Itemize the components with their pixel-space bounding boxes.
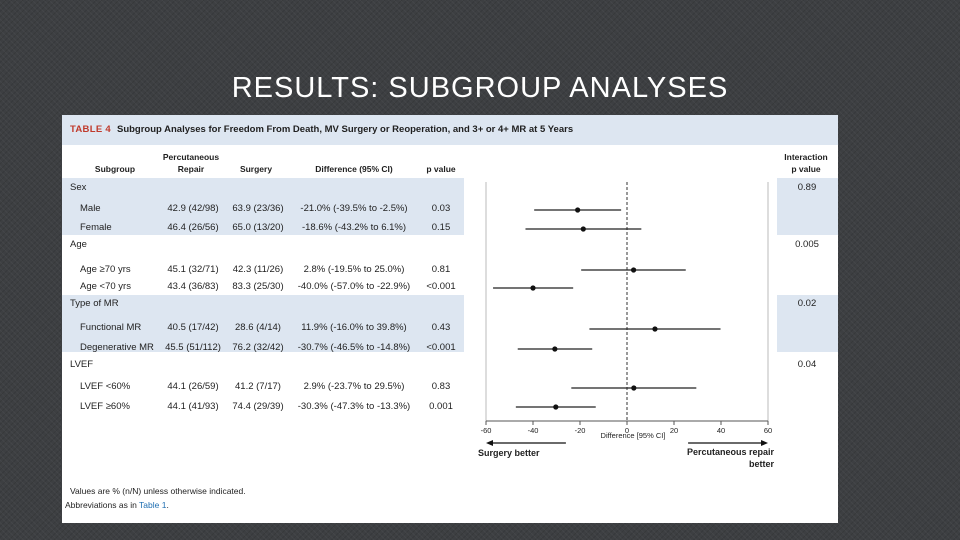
percutaneous-better-label: Percutaneous repair better: [686, 447, 774, 469]
row-difference: -30.3% (-47.3% to -13.3%): [297, 401, 411, 412]
point-estimate: [530, 285, 536, 291]
table-title-text: Subgroup Analyses for Freedom From Death…: [116, 124, 574, 135]
col-header-interaction: Interaction p value: [784, 152, 828, 174]
col-header-subgroup: Subgroup: [94, 164, 136, 174]
row-percutaneous: 45.1 (32/71): [167, 264, 219, 275]
col-header-difference: Difference (95% CI): [315, 164, 393, 174]
row-label: Female: [80, 222, 112, 233]
row-surgery: 65.0 (13/20): [232, 222, 284, 233]
x-axis-ticks: -60 -40 -20 0 20 40 60: [481, 421, 772, 435]
row-surgery: 83.3 (25/30): [232, 281, 284, 292]
point-estimate: [630, 267, 637, 273]
row-pvalue: 0.15: [431, 222, 451, 233]
footnote-abbrev-suffix: .: [166, 500, 169, 510]
row-difference: -30.7% (-46.5% to -14.8%): [297, 342, 411, 353]
footnote-abbreviations: Abbreviations as in Table 1.: [65, 500, 169, 510]
row-label: Age ≥70 yrs: [80, 264, 131, 275]
group-sex: Sex: [70, 182, 87, 193]
band-mr-interaction: [777, 295, 838, 352]
row-pvalue: <0.001: [426, 342, 456, 353]
footnote-values: Values are % (n/N) unless otherwise indi…: [70, 486, 246, 496]
x-tick-label: -20: [575, 426, 586, 435]
row-surgery: 76.2 (32/42): [232, 342, 284, 353]
row-percutaneous: 45.5 (51/112): [165, 342, 221, 353]
group-age: Age: [70, 239, 87, 250]
row-difference: 2.8% (-19.5% to 25.0%): [303, 264, 405, 275]
table-1-link[interactable]: Table 1: [139, 500, 167, 510]
row-surgery: 74.4 (29/39): [232, 401, 284, 412]
x-tick-label: 20: [670, 426, 678, 435]
row-pvalue: 0.43: [431, 322, 451, 333]
row-surgery: 42.3 (11/26): [232, 264, 284, 275]
row-percutaneous: 42.9 (42/98): [167, 203, 219, 214]
percutaneous-better-arrowhead: [761, 440, 768, 446]
point-estimate: [553, 404, 559, 410]
row-surgery: 41.2 (7/17): [235, 381, 281, 392]
interaction-p-mr: 0.02: [797, 298, 817, 309]
table-panel: TABLE 4 Subgroup Analyses for Freedom Fro…: [62, 115, 838, 523]
row-surgery: 63.9 (23/36): [232, 203, 284, 214]
interaction-p-sex: 0.89: [797, 182, 817, 193]
band-sex-interaction: [777, 178, 838, 235]
forest-plot: -60 -40 -20 0 20 40 60 Difference [95% CI] Sur…: [478, 182, 772, 458]
row-label: Age <70 yrs: [80, 281, 131, 292]
group-lvef: LVEF: [70, 359, 94, 370]
forest-marks: [493, 207, 721, 410]
band-sex: [62, 178, 464, 235]
row-difference: 11.9% (-16.0% to 39.8%): [301, 322, 407, 333]
surgery-better-arrowhead: [486, 440, 493, 446]
table-label: TABLE 4: [70, 124, 111, 135]
band-mr: [62, 295, 464, 352]
slide-title: RESULTS: SUBGROUP ANALYSES: [231, 72, 729, 104]
row-label: Degenerative MR: [80, 342, 154, 353]
row-pvalue: <0.001: [426, 281, 456, 292]
row-percutaneous: 40.5 (17/42): [167, 322, 219, 333]
x-tick-label: -40: [528, 426, 539, 435]
col-header-pvalue: p value: [426, 164, 456, 174]
row-pvalue: 0.001: [429, 401, 453, 412]
x-tick-label: 40: [717, 426, 725, 435]
row-label: Male: [80, 203, 101, 214]
group-type-of-mr: Type of MR: [70, 298, 119, 309]
row-label: LVEF ≥60%: [80, 401, 130, 412]
row-pvalue: 0.03: [431, 203, 451, 214]
col-header-percutaneous: Percutaneous Repair: [162, 152, 220, 174]
row-difference: 2.9% (-23.7% to 29.5%): [303, 381, 405, 392]
row-percutaneous: 46.4 (26/56): [167, 222, 219, 233]
surgery-better-label: Surgery better: [478, 448, 540, 458]
footnote-abbrev-prefix: Abbreviations as in: [65, 500, 140, 510]
row-label: Functional MR: [80, 322, 142, 333]
row-label: LVEF <60%: [80, 381, 131, 392]
row-difference: -18.6% (-43.2% to 6.1%): [301, 222, 407, 233]
interaction-p-lvef: 0.04: [797, 359, 817, 370]
table-header-band: [62, 115, 838, 145]
point-estimate: [575, 207, 581, 213]
point-estimate: [652, 326, 658, 332]
x-tick-label: 0: [625, 426, 629, 435]
row-pvalue: 0.81: [431, 264, 451, 275]
row-pvalue: 0.83: [431, 381, 451, 392]
x-tick-label: 60: [764, 426, 772, 435]
point-estimate: [580, 226, 586, 232]
row-percutaneous: 44.1 (41/93): [167, 401, 219, 412]
row-difference: -40.0% (-57.0% to -22.9%): [297, 281, 411, 292]
point-estimate: [631, 385, 637, 391]
row-surgery: 28.6 (4/14): [235, 322, 281, 333]
interaction-p-age: 0.005: [795, 239, 819, 250]
col-header-surgery: Surgery: [239, 164, 273, 174]
table-title: TABLE 4 Subgroup Analyses for Freedom Fro…: [70, 124, 573, 135]
row-difference: -21.0% (-39.5% to -2.5%): [300, 203, 408, 214]
x-tick-label: -60: [481, 426, 492, 435]
row-percutaneous: 43.4 (36/83): [167, 281, 219, 292]
point-estimate: [552, 346, 558, 352]
row-percutaneous: 44.1 (26/59): [167, 381, 219, 392]
x-axis-label: Difference [95% CI]: [601, 431, 666, 440]
